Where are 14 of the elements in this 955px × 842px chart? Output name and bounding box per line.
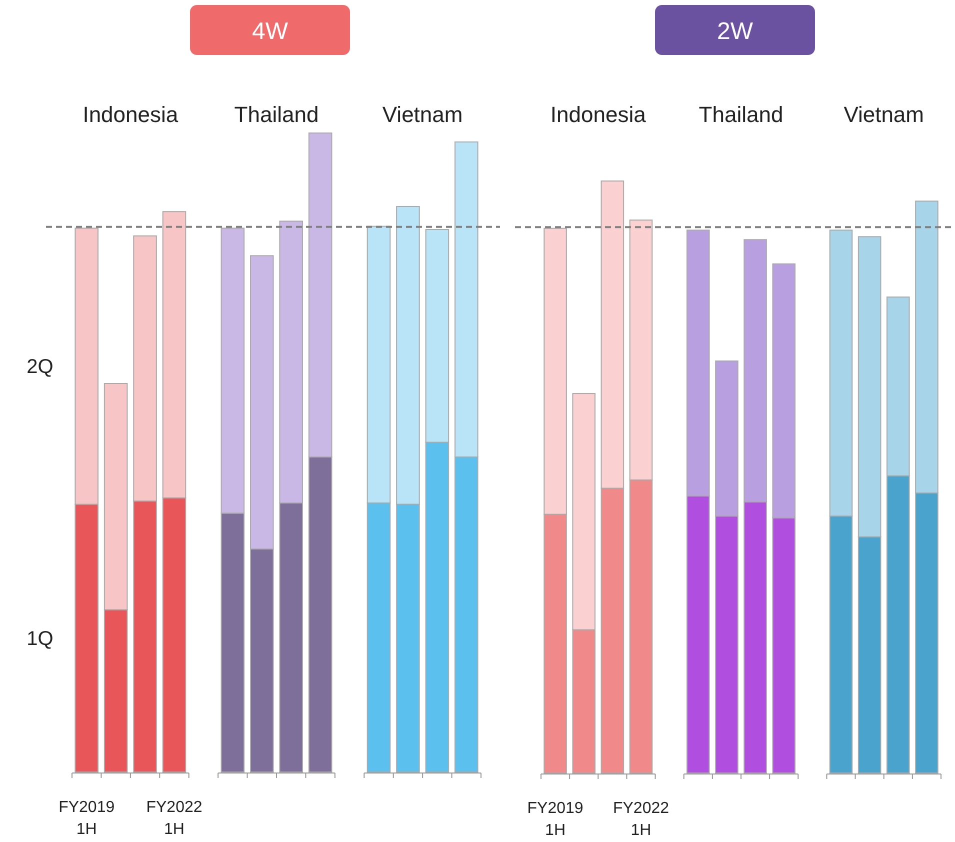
text: Vietnam [382,102,463,127]
x-tick-label: FY2022 1H [612,800,670,839]
x-tick-label: FY2019 1H [58,799,115,838]
text: Indonesia [82,102,179,127]
x-tick-label: FY2019 1H [527,800,584,839]
chart-title: 2W [717,18,754,45]
series-label: 1Q [26,628,54,650]
text: Vietnam [844,102,924,127]
x-tick-label: FY2022 1H [146,799,202,838]
chart-title: 4W [252,18,288,45]
text: Thailand [234,102,319,127]
text: Thailand [698,102,784,127]
series-label: 2Q [26,356,54,378]
text: Indonesia [550,102,647,127]
